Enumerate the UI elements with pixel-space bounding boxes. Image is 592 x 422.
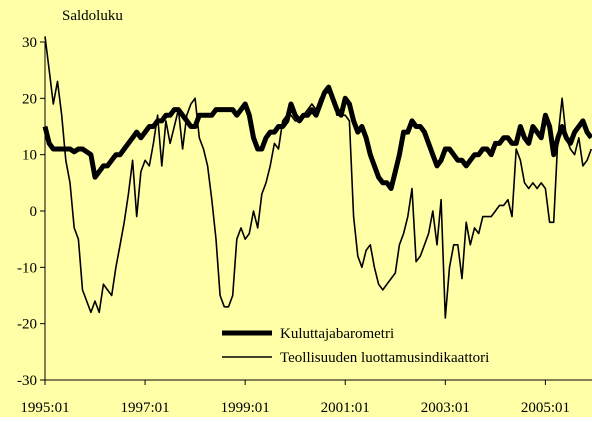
y-tick-label: -30 bbox=[17, 373, 37, 389]
y-tick-label: 20 bbox=[22, 91, 37, 107]
y-axis-label: Saldoluku bbox=[62, 8, 123, 24]
x-tick-label: 1995:01 bbox=[20, 400, 69, 416]
x-tick-label: 2001:01 bbox=[321, 400, 370, 416]
y-tick-label: 30 bbox=[22, 35, 37, 51]
series-line bbox=[44, 36, 592, 319]
series-line bbox=[42, 84, 592, 191]
y-tick-label: -10 bbox=[17, 260, 37, 276]
x-tick-label: 2005:01 bbox=[521, 400, 570, 416]
x-tick-label: 1999:01 bbox=[221, 400, 270, 416]
x-tick-label: 2003:01 bbox=[421, 400, 470, 416]
y-tick-label: 10 bbox=[22, 148, 37, 164]
y-tick-label: 0 bbox=[30, 204, 38, 220]
legend-label: Kuluttajabarometri bbox=[280, 326, 394, 342]
x-tick-label: 1997:01 bbox=[120, 400, 169, 416]
legend-label: Teollisuuden luottamusindikaattori bbox=[280, 350, 489, 366]
y-tick-label: -20 bbox=[17, 317, 37, 333]
